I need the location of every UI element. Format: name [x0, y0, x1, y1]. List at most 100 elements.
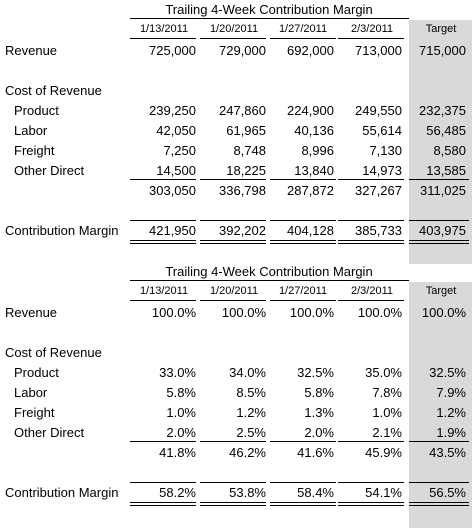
row-label-labor: Labor	[14, 385, 48, 400]
cell-labor: 61,965	[226, 123, 266, 138]
double-underline-1	[270, 502, 336, 503]
cell-freight: 1.2%	[436, 405, 466, 420]
header-underline	[130, 300, 196, 301]
cell-labor: 55,614	[362, 123, 402, 138]
row-label-product: Product	[14, 103, 59, 118]
cell-revenue: 692,000	[287, 43, 334, 58]
cell-freight: 1.2%	[236, 405, 266, 420]
cell-revenue: 715,000	[419, 43, 466, 58]
sum-underline	[130, 179, 196, 180]
cell-revenue: 100.0%	[421, 305, 466, 320]
cell-labor: 42,050	[156, 123, 196, 138]
double-underline-1	[338, 502, 404, 503]
cell-other-direct: 18,225	[226, 163, 266, 178]
double-underline-2	[270, 243, 336, 244]
column-header: 1/13/2011	[139, 23, 189, 35]
cell-total-cost: 287,872	[287, 183, 334, 198]
total-top-rule	[270, 482, 336, 483]
title-underline	[130, 280, 409, 281]
cell-revenue: 100.0%	[221, 305, 266, 320]
row-label-cost-header: Cost of Revenue	[5, 345, 102, 360]
cell-contribution-margin: 392,202	[219, 223, 266, 238]
row-label-product: Product	[14, 365, 59, 380]
cell-other-direct: 2.5%	[236, 425, 266, 440]
cell-total-cost: 303,050	[149, 183, 196, 198]
cell-product: 33.0%	[159, 365, 196, 380]
column-header: 1/20/2011	[209, 23, 259, 35]
row-label-freight: Freight	[14, 405, 55, 420]
cell-total-cost: 46.2%	[229, 445, 266, 460]
row-label-cost-header: Cost of Revenue	[5, 83, 102, 98]
cell-revenue: 100.0%	[357, 305, 402, 320]
title-underline	[130, 18, 409, 19]
cell-labor: 8.5%	[236, 385, 266, 400]
cell-other-direct: 2.1%	[372, 425, 402, 440]
sum-underline	[409, 179, 469, 180]
double-underline-2	[130, 243, 196, 244]
cell-total-cost: 311,025	[419, 183, 466, 198]
cell-other-direct: 14,973	[362, 163, 402, 178]
cell-contribution-margin: 54.1%	[365, 485, 402, 500]
cell-contribution-margin: 58.2%	[159, 485, 196, 500]
cell-product: 32.5%	[297, 365, 334, 380]
row-label-other-direct: Other Direct	[14, 163, 85, 178]
total-top-rule	[338, 482, 404, 483]
column-header: 1/13/2011	[139, 285, 189, 297]
sum-underline	[200, 179, 266, 180]
double-underline-1	[409, 240, 469, 241]
double-underline-1	[270, 240, 336, 241]
column-header: 1/27/2011	[278, 285, 328, 297]
cell-labor: 5.8%	[304, 385, 334, 400]
header-underline	[270, 38, 336, 39]
total-top-rule	[200, 482, 266, 483]
double-underline-2	[338, 505, 404, 506]
header-underline	[130, 38, 196, 39]
target-column-highlight	[409, 20, 472, 264]
column-header: 2/3/2011	[350, 285, 393, 297]
double-underline-1	[130, 240, 196, 241]
sum-underline	[270, 179, 336, 180]
cell-other-direct: 13,585	[426, 163, 466, 178]
total-top-rule	[130, 482, 196, 483]
double-underline-2	[200, 243, 266, 244]
cell-other-direct: 2.0%	[166, 425, 196, 440]
row-label-contribution-margin: Contribution Margin	[5, 223, 119, 238]
cell-freight: 1.3%	[304, 405, 334, 420]
row-label-contribution-margin: Contribution Margin	[5, 485, 119, 500]
spreadsheet: Trailing 4-Week Contribution Margin 1/13/…	[5, 2, 472, 528]
cell-total-cost: 41.8%	[159, 445, 196, 460]
double-underline-1	[130, 502, 196, 503]
double-underline-2	[338, 243, 404, 244]
cell-product: 32.5%	[429, 365, 466, 380]
cell-other-direct: 14,500	[156, 163, 196, 178]
target-column-highlight	[409, 282, 472, 528]
cell-freight: 1.0%	[166, 405, 196, 420]
cell-product: 35.0%	[365, 365, 402, 380]
cell-total-cost: 43.5%	[429, 445, 466, 460]
cell-contribution-margin: 53.8%	[229, 485, 266, 500]
double-underline-2	[409, 243, 469, 244]
cell-product: 34.0%	[229, 365, 266, 380]
cell-contribution-margin: 403,975	[419, 223, 466, 238]
cell-product: 224,900	[287, 103, 334, 118]
cell-revenue: 729,000	[219, 43, 266, 58]
cell-labor: 7.9%	[436, 385, 466, 400]
table-title: Trailing 4-Week Contribution Margin	[165, 264, 373, 279]
cell-total-cost: 41.6%	[297, 445, 334, 460]
cell-contribution-margin: 404,128	[287, 223, 334, 238]
column-header: 2/3/2011	[350, 23, 393, 35]
column-header: Target	[425, 23, 457, 35]
row-label-revenue: Revenue	[5, 43, 58, 58]
sum-underline	[338, 179, 404, 180]
cell-freight: 1.0%	[372, 405, 402, 420]
header-underline	[338, 38, 404, 39]
row-label-other-direct: Other Direct	[14, 425, 85, 440]
cell-revenue: 725,000	[149, 43, 196, 58]
row-label-freight: Freight	[14, 143, 55, 158]
cell-product: 232,375	[419, 103, 466, 118]
cell-freight: 8,996	[301, 143, 334, 158]
table-title: Trailing 4-Week Contribution Margin	[165, 2, 373, 17]
total-top-rule	[200, 220, 266, 221]
cell-labor: 40,136	[294, 123, 334, 138]
double-underline-2	[409, 505, 469, 506]
